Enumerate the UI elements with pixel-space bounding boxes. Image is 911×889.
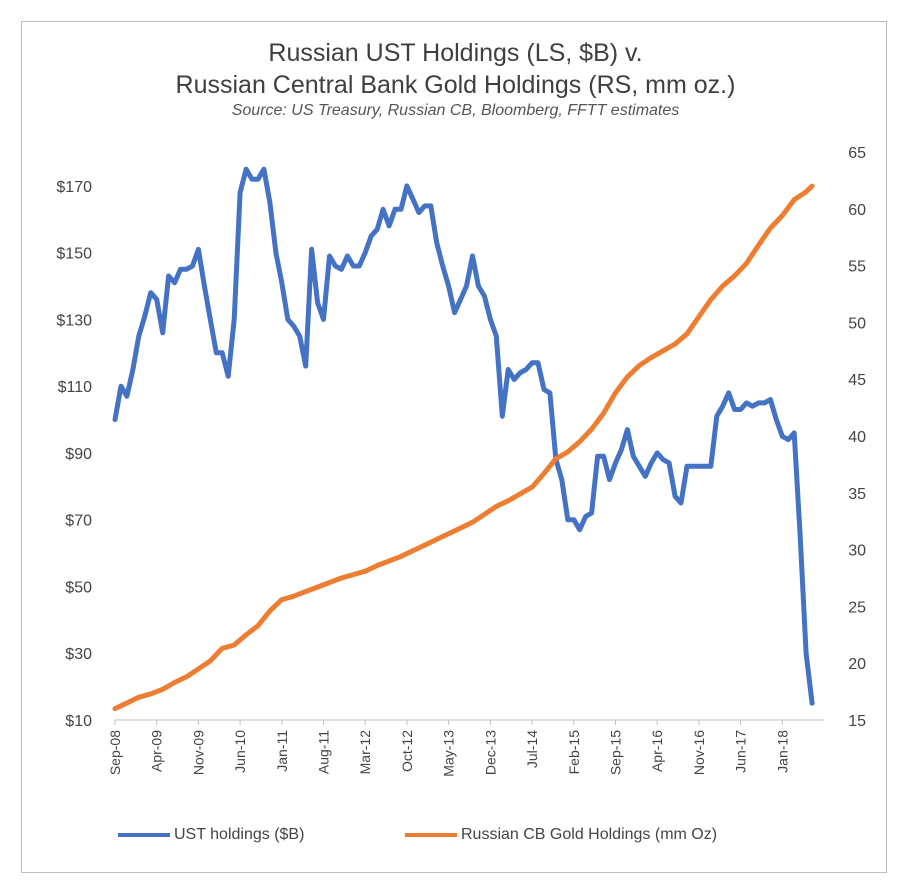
left-tick-label: $110 <box>58 379 93 396</box>
x-tick-label: Aug-11 <box>316 730 332 774</box>
left-tick-label: $90 <box>65 446 92 463</box>
x-tick-label: Jul-14 <box>524 730 540 768</box>
legend-item-gold: Russian CB Gold Holdings (mm Oz) <box>405 826 717 844</box>
chart-title-line-2: Russian Central Bank Gold Holdings (RS, … <box>175 71 736 99</box>
legend-swatch-ust <box>118 833 170 837</box>
x-tick-label: Jan-18 <box>774 730 790 773</box>
x-tick-label: Jun-10 <box>232 730 248 773</box>
x-tick-label: Nov-09 <box>190 730 206 775</box>
chart-frame <box>21 21 887 873</box>
left-tick-label: $150 <box>56 246 92 263</box>
series-line-ust-holdings <box>112 166 815 706</box>
legend-swatch-gold <box>405 833 457 837</box>
axes-group: $10 $30 $50 $70 $90 $110 $130 $150 $170 15 20 25 30 3… <box>56 145 866 777</box>
legend-item-ust: UST holdings ($B) <box>118 826 304 844</box>
x-tick-label: Jan-11 <box>274 730 290 772</box>
legend: UST holdings ($B) Russian CB Gold Holdin… <box>0 826 911 850</box>
right-tick-label: 60 <box>848 202 866 219</box>
left-tick-label: $10 <box>65 713 92 730</box>
left-tick-label: $170 <box>56 179 92 196</box>
x-tick-label: Mar-12 <box>357 730 373 775</box>
right-tick-label: 30 <box>848 543 866 560</box>
left-tick-label: $130 <box>56 312 92 329</box>
x-tick-label: Feb-15 <box>566 730 582 775</box>
left-tick-label: $50 <box>65 579 92 596</box>
x-tick-label: Oct-12 <box>399 730 415 772</box>
x-tick-label: Apr-16 <box>649 730 665 772</box>
x-tick-label: May-13 <box>441 730 457 777</box>
right-tick-label: 20 <box>848 656 866 673</box>
right-tick-label: 55 <box>848 259 866 276</box>
x-tick-label: Apr-09 <box>149 730 165 772</box>
x-tick-label: Sep-15 <box>607 730 623 775</box>
legend-label-gold: Russian CB Gold Holdings (mm Oz) <box>461 826 718 843</box>
left-tick-label: $70 <box>65 513 92 530</box>
left-tick-label: $30 <box>65 646 92 663</box>
x-tick-label: Nov-16 <box>691 730 707 775</box>
right-tick-label: 50 <box>848 315 866 332</box>
right-tick-label: 45 <box>848 372 866 389</box>
right-tick-label: 25 <box>848 599 866 616</box>
x-tick-label: Sep-08 <box>107 730 123 775</box>
series-group <box>112 166 815 712</box>
x-tick-label: Dec-13 <box>482 730 498 775</box>
chart-subtitle: Source: US Treasury, Russian CB, Bloombe… <box>231 102 680 119</box>
legend-label-ust: UST holdings ($B) <box>174 826 305 843</box>
right-tick-label: 65 <box>848 145 866 162</box>
right-tick-label: 40 <box>848 429 866 446</box>
right-tick-label: 35 <box>848 486 866 503</box>
chart-title-line-1: Russian UST Holdings (LS, $B) v. <box>268 39 643 67</box>
x-tick-label: Jun-17 <box>733 730 749 773</box>
series-line-gold-holdings <box>112 183 815 712</box>
right-tick-label: 15 <box>848 713 866 730</box>
